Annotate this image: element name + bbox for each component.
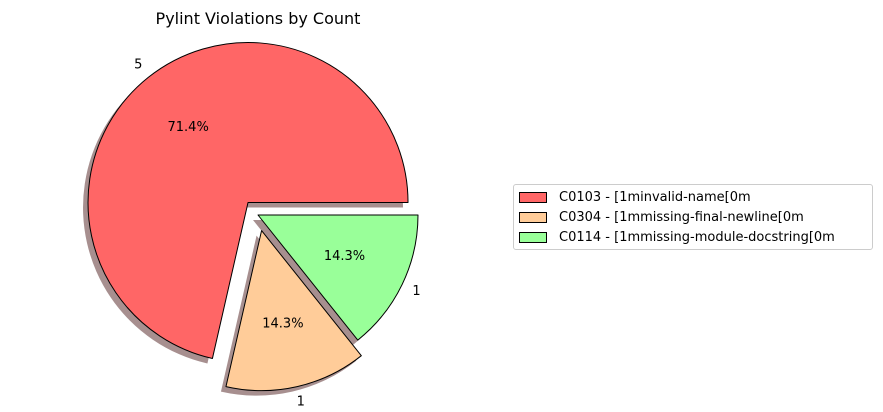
- slices: [88, 42, 418, 390]
- pct-label-c0304: 14.3%: [262, 317, 303, 332]
- legend-swatch-c0304: [519, 212, 547, 223]
- value-label-c0114: 1: [412, 284, 420, 299]
- legend-label-c0304: C0304 - [1mmissing-final-newline[0m: [559, 210, 804, 225]
- pct-label-c0114: 14.3%: [324, 249, 365, 264]
- legend-swatch-c0114: [519, 232, 547, 243]
- value-label-c0304: 1: [297, 395, 305, 410]
- legend-label-c0103: C0103 - [1minvalid-name[0m: [559, 190, 751, 205]
- legend: C0103 - [1minvalid-name[0m C0304 - [1…: [513, 184, 873, 250]
- value-label-c0103: 5: [134, 57, 142, 72]
- chart-title: Pylint Violations by Count: [156, 9, 361, 28]
- pct-label-c0103: 71.4%: [168, 120, 209, 135]
- legend-swatch-c0103: [519, 192, 547, 203]
- legend-item-c0304: C0304 - [1mmissing-final-newline[0m: [519, 208, 804, 227]
- legend-item-c0103: C0103 - [1minvalid-name[0m: [519, 188, 751, 207]
- legend-item-c0114: C0114 - [1mmissing-module-docstring[0m: [519, 228, 835, 247]
- legend-label-c0114: C0114 - [1mmissing-module-docstring[0m: [559, 230, 835, 245]
